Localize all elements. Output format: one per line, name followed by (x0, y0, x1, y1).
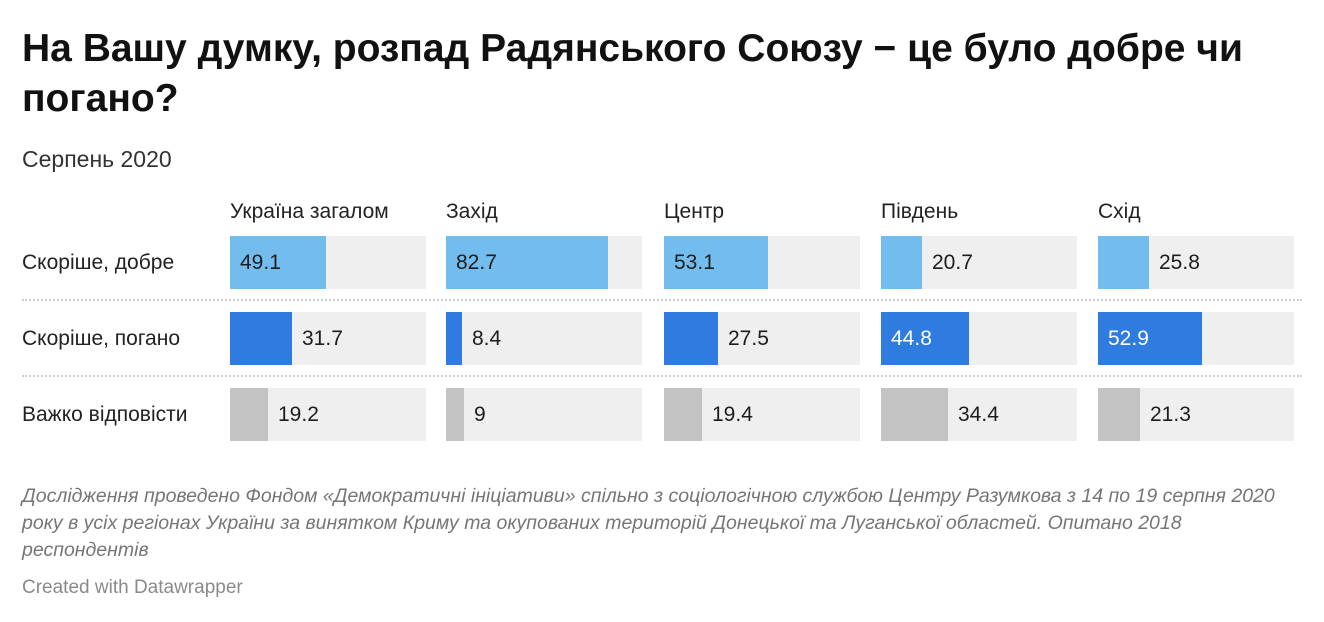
bar-track: 25.8 (1098, 236, 1294, 289)
bar-value-label: 27.5 (728, 327, 769, 350)
bar-track: 27.5 (664, 312, 860, 365)
column-header: Захід (446, 200, 498, 223)
bar-value-label: 8.4 (472, 327, 502, 350)
bar-value-label: 25.8 (1159, 251, 1200, 274)
chart-notes: Дослідження проведено Фондом «Демократич… (22, 485, 1275, 561)
bar[interactable] (1098, 388, 1140, 441)
bar-track: 44.8 (881, 312, 1077, 365)
row-label: Скоріше, погано (22, 327, 181, 350)
bar-track: 49.1 (230, 236, 426, 289)
bar-track: 52.9 (1098, 312, 1294, 365)
bar[interactable] (446, 236, 608, 289)
row-separator (22, 375, 1302, 377)
bar-value-label: 31.7 (302, 327, 343, 350)
bar[interactable] (664, 312, 718, 365)
bar[interactable] (446, 312, 462, 365)
bar[interactable] (664, 236, 768, 289)
bar-value-label: 34.4 (958, 403, 999, 426)
column-header: Схід (1098, 200, 1141, 223)
bar[interactable] (1098, 312, 1202, 365)
bar[interactable] (1098, 236, 1149, 289)
bar-value-label: 19.2 (278, 403, 319, 426)
bar-track: 20.7 (881, 236, 1077, 289)
bar-track: 21.3 (1098, 388, 1294, 441)
bar[interactable] (230, 236, 326, 289)
column-header: Південь (881, 200, 959, 223)
chart-subtitle: Серпень 2020 (22, 146, 172, 172)
bar-track: 53.1 (664, 236, 860, 289)
bar[interactable] (230, 312, 292, 365)
bar-track: 34.4 (881, 388, 1077, 441)
bar-track: 82.7 (446, 236, 642, 289)
bar-track: 8.4 (446, 312, 642, 365)
row-label: Важко відповісти (22, 403, 188, 426)
bar[interactable] (881, 236, 922, 289)
bar-value-label: 44.8 (891, 327, 932, 350)
bar-track: 9 (446, 388, 642, 441)
row-separator (22, 299, 1302, 301)
bar-value-label: 82.7 (456, 251, 497, 274)
chart-title: На Вашу думку, розпад Радянського Союзу … (22, 27, 1243, 120)
bar-value-label: 20.7 (932, 251, 973, 274)
bar-value-label: 21.3 (1150, 403, 1191, 426)
bar-track: 31.7 (230, 312, 426, 365)
bar-track: 19.4 (664, 388, 860, 441)
bar[interactable] (881, 312, 969, 365)
bar[interactable] (446, 388, 464, 441)
bar[interactable] (230, 388, 268, 441)
column-header: Україна загалом (230, 200, 389, 223)
row-label: Скоріше, добре (22, 251, 175, 274)
bar-value-label: 52.9 (1108, 327, 1149, 350)
bar-value-label: 49.1 (240, 251, 281, 274)
bar[interactable] (881, 388, 948, 441)
bar-value-label: 9 (474, 403, 486, 426)
bar-track: 19.2 (230, 388, 426, 441)
datawrapper-credit[interactable]: Created with Datawrapper (22, 577, 243, 598)
column-header: Центр (664, 200, 725, 223)
bar-value-label: 19.4 (712, 403, 753, 426)
bar-value-label: 53.1 (674, 251, 715, 274)
bar[interactable] (664, 388, 702, 441)
